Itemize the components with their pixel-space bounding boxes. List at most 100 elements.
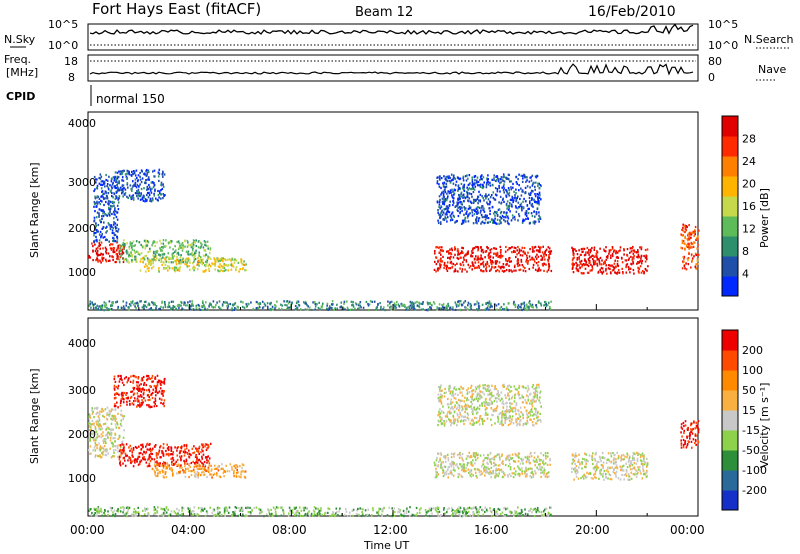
velocity-cell-4: [504, 514, 506, 518]
velocity-cell-0: [89, 437, 91, 440]
power-cell-5: [150, 307, 152, 310]
power-cell-7: [458, 253, 461, 256]
power-cell-7: [518, 269, 521, 272]
power-cell-7: [518, 264, 521, 267]
power-cell-4: [158, 179, 160, 182]
power-cell-8: [639, 265, 642, 268]
power-cell-6: [441, 209, 443, 212]
velocity-cell-4: [88, 509, 90, 512]
power-cell-9: [690, 266, 692, 269]
velocity-cell-4: [197, 507, 200, 510]
power-cell-4: [114, 171, 117, 174]
velocity-cell-0: [95, 420, 98, 423]
power-cell-5: [109, 308, 112, 311]
power-cell-1: [101, 183, 104, 187]
power-cell-7: [502, 270, 505, 273]
power-cell-1: [109, 190, 112, 193]
power-cell-6: [514, 193, 516, 197]
power-cell-1: [102, 182, 105, 185]
velocity-cell-0: [117, 450, 119, 453]
velocity-cell-3: [137, 389, 140, 392]
velocity-cell-0: [104, 453, 107, 456]
velocity-cell-1: [140, 443, 142, 447]
velocity-cell-2: [202, 467, 204, 470]
power-cell-8: [618, 271, 621, 274]
power-cell-8: [577, 270, 580, 273]
power-cell-6: [536, 212, 538, 215]
power-cell-8: [644, 267, 647, 271]
velocity-cell-4: [338, 510, 340, 513]
power-cell-5: [143, 304, 145, 307]
power-cell-2: [192, 241, 195, 245]
velocity-cell-2: [203, 473, 206, 476]
power-cell-3: [213, 257, 216, 260]
power-cell-7: [441, 246, 443, 249]
velocity-cell-4: [458, 513, 460, 516]
velocity-cell-4: [131, 514, 134, 517]
power-cell-5: [464, 300, 467, 303]
power-cell-5: [99, 306, 102, 309]
power-cell-6: [496, 188, 499, 191]
velocity-cell-0: [103, 415, 106, 419]
velocity-cell-3: [119, 374, 122, 377]
velocity-cell-0: [114, 432, 116, 435]
power-cell-8: [583, 254, 586, 257]
power-cell-0: [99, 253, 101, 256]
power-cell-6: [473, 213, 476, 216]
velocity-cell-2: [225, 464, 227, 467]
power-cell-8: [579, 260, 581, 263]
power-cell-5: [176, 305, 179, 308]
velocity-cell-1: [153, 445, 156, 448]
power-cell-6: [522, 218, 524, 221]
power-cell-7: [526, 254, 528, 257]
velocity-cell-4: [295, 514, 298, 517]
power-cell-2: [129, 241, 132, 244]
power-cell-1: [107, 192, 110, 195]
power-cell-6: [505, 189, 507, 192]
velocity-cell-1: [164, 461, 166, 465]
power-cell-4: [134, 192, 137, 195]
power-cell-6: [534, 220, 537, 223]
power-cell-4: [162, 193, 165, 196]
velocity-cell-4: [160, 507, 162, 510]
power-cell-5: [269, 303, 272, 306]
velocity-cell-4: [213, 514, 215, 517]
power-cell-4: [160, 183, 162, 186]
velocity-cell-4: [409, 506, 411, 509]
power-cell-5: [195, 304, 198, 307]
power-cell-2: [209, 247, 212, 250]
power-cell-5: [486, 306, 489, 309]
power-cell-5: [343, 300, 346, 303]
power-cell-3: [227, 264, 230, 267]
power-cell-5: [420, 308, 423, 311]
power-cell-3: [240, 261, 243, 264]
power-cell-6: [475, 211, 477, 214]
velocity-cell-1: [166, 453, 168, 456]
velocity-cell-0: [110, 434, 113, 437]
power-cell-1: [107, 186, 110, 189]
velocity-cell-3: [158, 397, 161, 400]
power-cell-5: [352, 305, 355, 308]
power-cell-6: [521, 174, 524, 177]
power-cell-2: [193, 253, 196, 256]
velocity-cell-3: [135, 376, 137, 379]
power-cell-7: [540, 258, 542, 261]
power-cell-6: [484, 195, 486, 198]
power-cell-5: [357, 307, 359, 310]
power-cell-4: [115, 178, 117, 181]
velocity-cell-0: [94, 444, 97, 447]
power-cell-7: [480, 254, 482, 257]
power-cell-8: [611, 246, 614, 249]
velocity-cell-1: [156, 456, 158, 459]
power-cell-7: [439, 249, 442, 252]
velocity-cell-2: [166, 465, 168, 469]
power-cell-6: [476, 184, 479, 187]
velocity-cell-2: [193, 474, 196, 477]
power-cell-3: [154, 259, 157, 262]
velocity-cell-3: [119, 401, 122, 404]
power-cell-7: [505, 269, 508, 272]
power-cell-5: [137, 304, 139, 308]
velocity-cell-4: [247, 506, 249, 509]
power-cell-2: [165, 260, 168, 263]
power-cell-7: [463, 258, 465, 261]
